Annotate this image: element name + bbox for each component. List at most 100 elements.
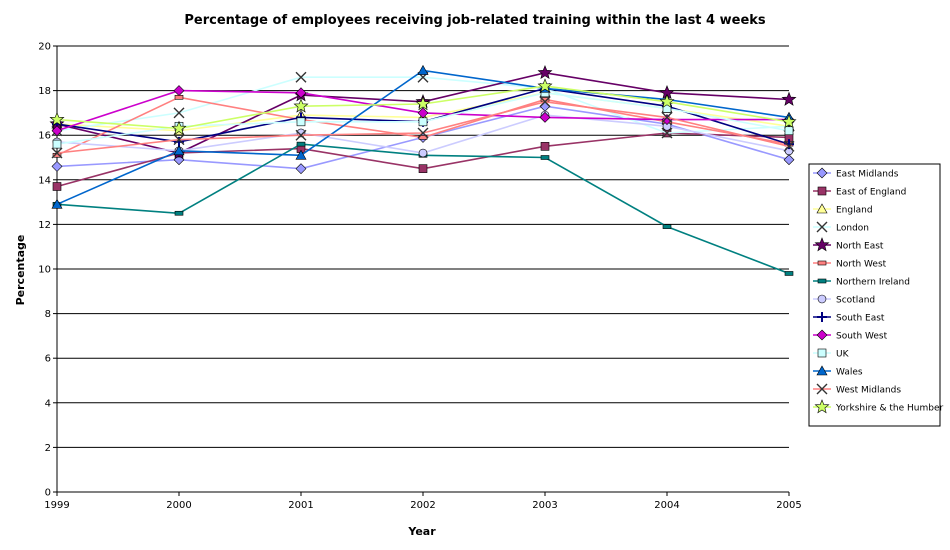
legend-label: West Midlands	[836, 386, 901, 396]
legend-item: Northern Ireland	[813, 278, 910, 288]
legend-label: North West	[836, 260, 887, 270]
legend-label: Northern Ireland	[836, 278, 910, 288]
legend-item: Yorkshire & the Humber	[813, 399, 944, 414]
data-point	[295, 163, 307, 175]
data-point	[51, 160, 63, 172]
data-point	[173, 85, 185, 97]
legend-label: East Midlands	[836, 170, 899, 180]
data-point	[659, 93, 675, 109]
legend-item: Wales	[813, 365, 863, 378]
data-point	[295, 149, 307, 160]
data-point	[539, 96, 551, 108]
y-tick-label: 16	[38, 131, 51, 142]
data-point	[296, 141, 306, 147]
data-point	[173, 145, 185, 156]
x-tick-label: 2003	[532, 500, 557, 511]
legend-item: England	[813, 203, 873, 216]
legend-marker	[816, 221, 828, 233]
legend-item: North West	[813, 260, 887, 270]
legend-marker	[816, 203, 828, 214]
legend: East Midlands East of England England Londo…	[808, 163, 944, 427]
data-point	[173, 134, 185, 146]
data-point	[171, 120, 187, 135]
legend-item: Scotland	[813, 294, 875, 306]
data-point	[783, 140, 795, 152]
x-tick-label: 2004	[654, 500, 679, 511]
legend-box	[808, 163, 941, 427]
series-northern-ireland	[52, 141, 794, 276]
data-point	[784, 271, 794, 276]
legend-marker	[817, 260, 827, 266]
data-point	[173, 107, 185, 119]
data-point	[781, 91, 797, 106]
data-point	[418, 117, 428, 127]
y-tick-label: 18	[38, 86, 51, 97]
data-point	[52, 139, 62, 149]
legend-item: UK	[813, 348, 850, 360]
legend-label: London	[836, 224, 869, 234]
x-tick-label: 2005	[776, 500, 801, 511]
series-yorkshire-the-humber	[49, 78, 797, 135]
legend-marker	[817, 186, 827, 196]
data-point	[51, 125, 63, 137]
legend-label: South East	[836, 314, 885, 324]
data-point	[784, 126, 794, 136]
legend-item: South West	[813, 329, 888, 342]
legend-marker	[816, 365, 828, 376]
series-west-midlands	[51, 96, 795, 159]
y-tick-label: 6	[45, 354, 51, 365]
x-tick-label: 2001	[288, 500, 313, 511]
legend-item: North East	[813, 237, 884, 252]
data-point	[415, 96, 431, 111]
data-point	[295, 87, 307, 99]
data-point	[537, 78, 553, 93]
data-point	[51, 147, 63, 159]
data-point	[537, 64, 553, 80]
legend-label: Wales	[836, 368, 863, 378]
x-tick-label: 2002	[410, 500, 435, 511]
data-point	[418, 164, 428, 173]
legend-label: East of England	[836, 188, 906, 198]
data-point	[51, 198, 63, 209]
data-point	[417, 127, 429, 139]
x-tick-label: 1999	[44, 500, 69, 511]
legend-marker	[817, 348, 827, 358]
y-tick-label: 4	[45, 398, 51, 409]
y-tick-label: 10	[38, 265, 51, 276]
y-tick-label: 14	[38, 175, 51, 186]
data-point	[784, 139, 794, 150]
y-tick-label: 12	[38, 220, 51, 231]
data-point	[417, 64, 429, 75]
legend-marker	[817, 278, 827, 284]
legend-marker	[817, 312, 827, 322]
legend-marker	[817, 294, 827, 304]
data-point	[540, 155, 550, 160]
data-point	[661, 127, 673, 139]
data-point	[52, 182, 62, 191]
legend-marker	[816, 383, 828, 395]
legend-item: London	[813, 221, 869, 234]
y-axis-label: Percentage	[14, 235, 27, 306]
y-tick-label: 8	[45, 309, 51, 320]
data-point	[540, 142, 550, 151]
data-point	[662, 224, 672, 229]
data-point	[296, 117, 306, 127]
legend-marker	[814, 237, 830, 252]
legend-label: Scotland	[836, 296, 875, 306]
legend-label: North East	[836, 242, 884, 252]
legend-item: East Midlands	[813, 167, 899, 180]
data-point	[539, 111, 551, 123]
data-point	[783, 154, 795, 166]
data-point	[174, 210, 184, 216]
x-axis-label: Year	[407, 525, 436, 538]
legend-label: South West	[836, 332, 888, 342]
data-point	[49, 111, 65, 126]
series-line	[56, 143, 790, 275]
legend-label: England	[836, 206, 873, 216]
data-point	[295, 129, 307, 141]
y-tick-label: 20	[38, 42, 51, 53]
data-point	[293, 98, 309, 113]
legend-marker	[816, 329, 828, 341]
y-tick-label: 0	[45, 488, 51, 499]
